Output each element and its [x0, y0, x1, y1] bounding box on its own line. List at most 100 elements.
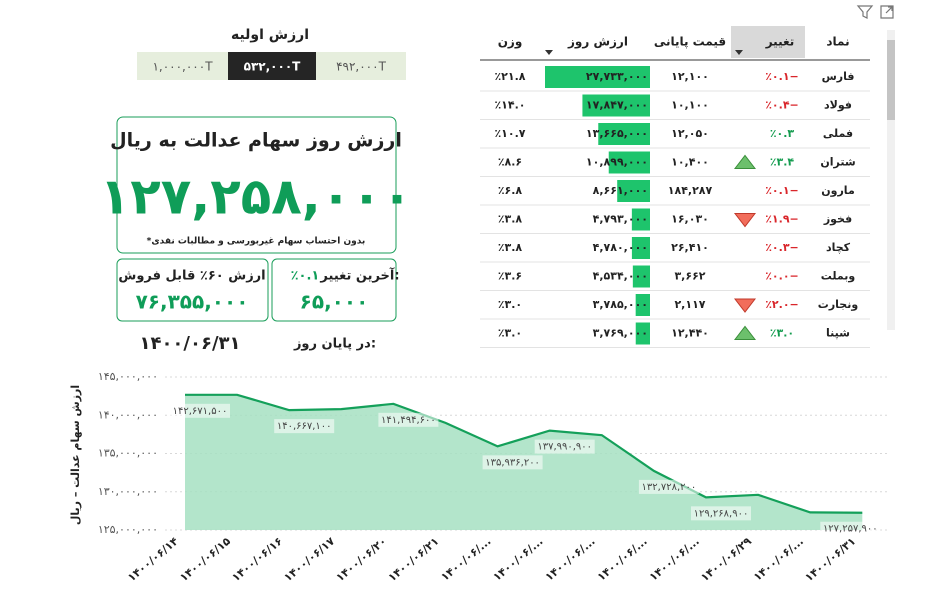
- column-header[interactable]: وزن: [498, 35, 523, 50]
- day-value: ۱۷,۸۴۷,۰۰۰: [586, 99, 648, 112]
- day-value: ۴,۵۳۴,۰۰۰: [593, 270, 648, 283]
- price: ۱۲,۴۴۰: [671, 327, 709, 340]
- last-change-percent: ٪۰.۱: [291, 269, 320, 284]
- trend-up: [733, 154, 757, 169]
- price: ۱۲,۱۰۰: [671, 70, 709, 83]
- change: ٪۲.۰−: [765, 298, 799, 311]
- x-tick-label: ۱۴۰۰/۰۶/۳۱: [802, 535, 858, 585]
- data-label-bg: [378, 412, 439, 427]
- data-label-bg: [482, 455, 543, 470]
- scrollbar[interactable]: [887, 30, 895, 330]
- data-bar: [582, 94, 650, 117]
- data-label-bg: [274, 419, 335, 434]
- summary-value: ۱۲۷,۲۵۸,۰۰۰: [100, 168, 413, 226]
- option-button[interactable]: [316, 52, 406, 80]
- symbol: فولاد: [824, 99, 852, 112]
- weight: ٪۱۰.۷: [494, 127, 525, 140]
- data-label-bg: [638, 479, 699, 494]
- data-bar: [631, 208, 650, 231]
- data-bar: [635, 294, 650, 316]
- weight: ٪۳.۶: [498, 270, 522, 283]
- price: ۳,۶۶۲: [674, 270, 705, 283]
- x-tick-label: ۱۴۰۰/۰۶/۲۰: [334, 535, 390, 585]
- data-bar: [631, 237, 650, 259]
- price: ۱۸۴,۲۸۷: [668, 184, 713, 197]
- sort-arrow: [735, 50, 743, 55]
- data-label: ۱۳۵,۹۳۶,۲۰۰: [485, 457, 540, 468]
- data-label: ۱۴۱,۴۹۴,۶۰۰: [381, 415, 436, 426]
- change: ٪۰.۱−: [765, 184, 799, 197]
- price: ۱۲,۰۵۰: [671, 127, 709, 140]
- scrollbar-thumb[interactable]: [887, 40, 895, 120]
- price: ۱۰,۴۰۰: [671, 156, 709, 169]
- price: ۲۶,۴۱۰: [671, 241, 709, 254]
- y-tick-label: ۱۳۰,۰۰۰,۰۰۰: [98, 485, 158, 498]
- option-button[interactable]: [228, 52, 316, 80]
- x-tick-label: ۱۴۰۰/۰۶/۱۵: [177, 534, 233, 584]
- x-tick-label: ۱۴۰۰/۰۶/...: [647, 535, 702, 584]
- data-bar: [608, 151, 650, 174]
- sort-arrow: [545, 50, 553, 55]
- weight: ٪۳.۸: [498, 213, 523, 226]
- x-tick-label: ۱۴۰۰/۰۶/...: [595, 535, 650, 584]
- sellable-card: [116, 258, 269, 322]
- data-label: ۱۳۲,۷۲۸,۲۰۰: [642, 482, 697, 493]
- data-label: ۱۴۲,۶۷۱,۵۰۰: [173, 406, 228, 417]
- change: ٪۰.۱−: [765, 70, 799, 83]
- change: ٪۳.۴: [770, 156, 795, 169]
- end-of-day-date: ۱۴۰۰/۰۶/۳۱: [139, 333, 240, 354]
- change: ٪۰.۴−: [765, 99, 799, 112]
- price: ۱۰,۱۰۰: [671, 99, 709, 112]
- data-bar: [632, 265, 650, 288]
- data-bar: [598, 123, 650, 145]
- x-tick-label: ۱۴۰۰/۰۶/۲۱: [386, 535, 442, 585]
- symbol: فملی: [823, 127, 853, 140]
- data-bar: [635, 322, 650, 345]
- data-label-bg: [820, 521, 881, 536]
- x-tick-label: ۱۴۰۰/۰۶/...: [543, 535, 598, 584]
- filter-icon[interactable]: [856, 5, 874, 19]
- weight: ٪۳.۰: [498, 327, 522, 340]
- data-bar: [545, 66, 650, 88]
- change: ٪۰.۳−: [765, 241, 799, 254]
- symbol: شتران: [820, 156, 855, 169]
- column-header[interactable]: تغییر: [765, 35, 795, 49]
- option-label[interactable]: ۱,۰۰۰,۰۰۰T: [152, 60, 213, 74]
- data-label-bg: [170, 403, 230, 418]
- summary-note: *بدون احتساب سهام غیربورسی و مطالبات نقد…: [147, 237, 366, 247]
- day-value: ۳,۷۸۵,۰۰۰: [593, 298, 648, 311]
- x-tick-label: ۱۴۰۰/۰۶/...: [438, 535, 493, 584]
- column-header[interactable]: نماد: [826, 35, 849, 49]
- data-label-bg: [691, 506, 751, 521]
- option-label[interactable]: ۵۳۲,۰۰۰T: [244, 60, 302, 74]
- day-value: ۱۳,۶۶۵,۰۰۰: [586, 127, 648, 140]
- day-value: ۴,۷۸۰,۰۰۰: [593, 241, 648, 254]
- y-tick-label: ۱۲۵,۰۰۰,۰۰۰: [98, 523, 158, 536]
- trend-down: [733, 213, 757, 228]
- option-label[interactable]: ۴۹۲,۰۰۰T: [336, 60, 386, 74]
- x-tick-label: ۱۴۰۰/۰۶/۱۶: [229, 535, 285, 585]
- sorted-header-bg: [731, 26, 805, 58]
- weight: ٪۳.۸: [498, 241, 523, 254]
- option-button[interactable]: [137, 52, 228, 80]
- price: ۲,۱۱۷: [674, 298, 705, 311]
- change: ٪۰.۰−: [765, 270, 799, 283]
- sellable-label: ارزش ۶۰٪ قابل فروش: [118, 269, 265, 284]
- column-header[interactable]: قیمت پایانی: [654, 35, 726, 49]
- symbol: فارس: [822, 70, 855, 83]
- day-value: ۲۷,۷۳۳,۰۰۰: [586, 70, 648, 83]
- data-label: ۱۲۷,۲۵۷,۹۰۰: [823, 524, 878, 535]
- last-change-label: آخرین تغییر:: [319, 267, 399, 284]
- y-tick-label: ۱۴۰,۰۰۰,۰۰۰: [98, 408, 158, 421]
- focus-icon[interactable]: [880, 5, 894, 19]
- weight: ٪۲۱.۸: [494, 70, 525, 83]
- toolbar: [856, 5, 894, 19]
- day-value: ۳,۷۶۹,۰۰۰: [593, 327, 648, 340]
- column-header[interactable]: ارزش روز: [567, 35, 628, 50]
- x-tick-label: ۱۴۰۰/۰۶/...: [751, 535, 806, 584]
- y-tick-label: ۱۴۵,۰۰۰,۰۰۰: [98, 370, 158, 383]
- summary-title: ارزش روز سهام عدالت به ریال: [110, 130, 402, 152]
- data-label: ۱۳۷,۹۹۰,۹۰۰: [537, 442, 592, 453]
- price: ۱۶,۰۳۰: [671, 213, 709, 226]
- day-value: ۱۰,۸۹۹,۰۰۰: [586, 156, 648, 169]
